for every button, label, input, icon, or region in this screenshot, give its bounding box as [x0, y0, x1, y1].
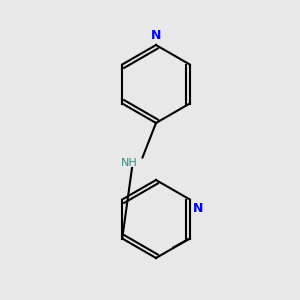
- Text: NH: NH: [121, 158, 137, 169]
- Text: N: N: [151, 29, 161, 42]
- Text: N: N: [193, 202, 203, 215]
